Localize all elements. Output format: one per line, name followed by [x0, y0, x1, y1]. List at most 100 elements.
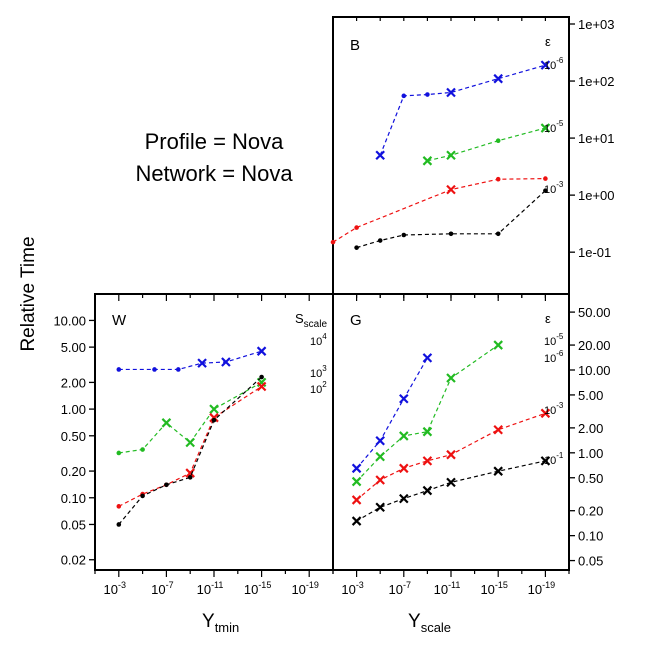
panel-frame [94, 293, 334, 571]
x-tick-label: 10-7 [389, 580, 411, 597]
data-point [495, 231, 501, 237]
y-tick-label: 1.00 [61, 402, 86, 417]
data-point [446, 184, 456, 195]
data-point [399, 431, 409, 441]
data-point [543, 176, 548, 181]
panel-frame [332, 293, 570, 571]
series-label-10^-1-base: 10 [544, 455, 556, 467]
data-point [540, 456, 551, 466]
x-axis-label-left: Ytmin [202, 611, 239, 635]
data-point [375, 475, 385, 485]
x-tick-label: 10-15 [244, 580, 271, 597]
data-point [375, 150, 385, 161]
series-label-10^4-exp: 4 [322, 332, 327, 341]
series-line-10^-3 [332, 177, 546, 243]
y-tick-label: 1e+02 [578, 74, 615, 89]
series-line-10^4 [118, 350, 262, 371]
series-label-10^-6-exp: -6 [556, 56, 564, 65]
data-point [176, 367, 181, 372]
data-point [493, 340, 503, 350]
data-point [422, 156, 433, 166]
data-point [259, 374, 264, 380]
series-label-10^2-base: 10 [310, 384, 322, 396]
data-point [493, 424, 503, 435]
series-label-10^-1: 10-1 [544, 451, 564, 467]
x-tick-label: 10-11 [434, 580, 461, 597]
y-tick-label: 0.02 [61, 553, 86, 568]
data-point [448, 231, 454, 237]
x-axis-label-right: Yscale [408, 611, 451, 635]
data-point [377, 238, 383, 243]
data-point [209, 412, 219, 423]
x-tick-label-exp: -11 [448, 580, 460, 590]
x-tick-label-base: 10 [104, 582, 118, 597]
y-axis-label: Relative Time [18, 236, 39, 351]
y-tick-label: 0.10 [578, 529, 603, 544]
x-tick-label: 10-19 [291, 580, 318, 597]
data-point [375, 502, 385, 513]
y-tick-label: 50.00 [578, 305, 611, 320]
x-tick-label-base: 10 [434, 582, 448, 597]
panel-label: W [112, 312, 127, 329]
series-label-10^-5-exp: -5 [556, 332, 564, 341]
series-label-10^2: 102 [310, 380, 327, 396]
data-point [209, 404, 219, 414]
y-tick-label: 1e-01 [578, 245, 611, 260]
data-point [422, 426, 433, 437]
data-point [425, 92, 430, 97]
y-tick-label: 5.00 [578, 388, 603, 403]
legend-title: Sscale [295, 311, 327, 330]
y-tick-label: 1e+00 [578, 188, 615, 203]
x-axis-label-left-sub: tmin [215, 620, 240, 635]
x-axis-label-right-main: Y [408, 611, 421, 632]
data-point [330, 239, 336, 245]
series-line-10^-5 [427, 127, 546, 162]
annotation-network: Network = Nova [135, 161, 293, 186]
data-point [399, 463, 409, 474]
series-label-10^-3: 10-3 [544, 401, 564, 417]
series-label-10^3-base: 10 [310, 368, 322, 380]
x-tick-label-exp: -7 [403, 580, 411, 590]
data-point [221, 357, 231, 367]
annotation-profile: Profile = Nova [145, 129, 285, 154]
panel-label: G [350, 312, 362, 329]
x-tick-label-exp: -19 [542, 580, 555, 590]
x-tick-label-base: 10 [528, 582, 542, 597]
series-label-10^-3-exp: -3 [556, 180, 564, 189]
y-tick-label: 0.05 [61, 517, 86, 532]
data-point [495, 176, 501, 182]
data-point [540, 123, 551, 133]
data-point [446, 477, 456, 488]
data-point [116, 522, 122, 527]
data-point [351, 476, 362, 487]
data-point [116, 504, 122, 509]
data-point [543, 188, 548, 193]
series-label-10^3-exp: 3 [322, 364, 327, 373]
series-label-10^-5-base: 10 [544, 123, 556, 135]
x-tick-label-exp: -3 [356, 580, 364, 590]
y-tick-label: 0.10 [61, 491, 86, 506]
data-point [116, 367, 122, 372]
data-point [354, 245, 359, 250]
series-label-10^-6: 10-6 [544, 349, 564, 365]
series-label-10^-6-base: 10 [544, 353, 556, 365]
series-line-10^-6 [356, 357, 428, 469]
data-point [197, 358, 207, 368]
series-label-10^3: 103 [310, 364, 327, 380]
x-tick-label-base: 10 [291, 582, 305, 597]
data-point [140, 447, 145, 452]
x-tick-label-base: 10 [480, 582, 494, 597]
series-label-10^-6: 10-6 [544, 56, 564, 72]
x-tick-label: 10-3 [104, 580, 126, 597]
x-tick-label-base: 10 [151, 582, 165, 597]
series-line-10^3 [118, 381, 262, 454]
data-point [375, 435, 385, 446]
series-label-10^-6-base: 10 [544, 60, 556, 72]
y-tick-label: 1.00 [578, 446, 603, 461]
y-tick-label: 0.50 [578, 471, 603, 486]
series-line-10^2 [118, 385, 262, 507]
x-tick-label: 10-3 [341, 580, 363, 597]
x-tick-label-exp: -3 [118, 580, 126, 590]
